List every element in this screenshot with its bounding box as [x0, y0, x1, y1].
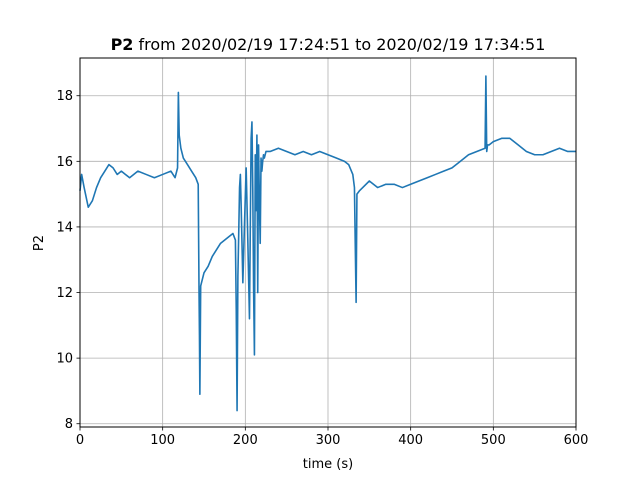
x-ticks: 0 100 200 300 400 500 600	[76, 427, 589, 448]
series-layer	[79, 75, 576, 412]
chart-title-rest: from 2020/02/19 17:24:51 to 2020/02/19 1…	[133, 35, 545, 54]
y-tick-label: 8	[65, 417, 73, 432]
y-tick-label: 16	[56, 155, 73, 170]
chart-title-bold: P2	[111, 35, 134, 54]
x-tick-label: 400	[398, 433, 423, 448]
x-tick-label: 500	[481, 433, 506, 448]
x-tick-label: 200	[233, 433, 258, 448]
y-tick-label: 12	[56, 286, 73, 301]
y-tick-label: 18	[56, 89, 73, 104]
y-tick-label: 14	[56, 220, 73, 235]
x-tick-label: 100	[150, 433, 175, 448]
y-ticks: 8 10 12 14 16 18	[56, 89, 80, 432]
x-axis-label: time (s)	[303, 457, 353, 472]
grid	[79, 58, 577, 427]
y-tick-label: 10	[56, 352, 73, 367]
x-tick-label: 600	[564, 433, 589, 448]
series-line	[79, 75, 576, 412]
y-axis-label: P2	[32, 235, 47, 251]
chart-title: P2 from 2020/02/19 17:24:51 to 2020/02/1…	[111, 35, 546, 54]
x-tick-label: 0	[76, 433, 84, 448]
x-tick-label: 300	[316, 433, 341, 448]
